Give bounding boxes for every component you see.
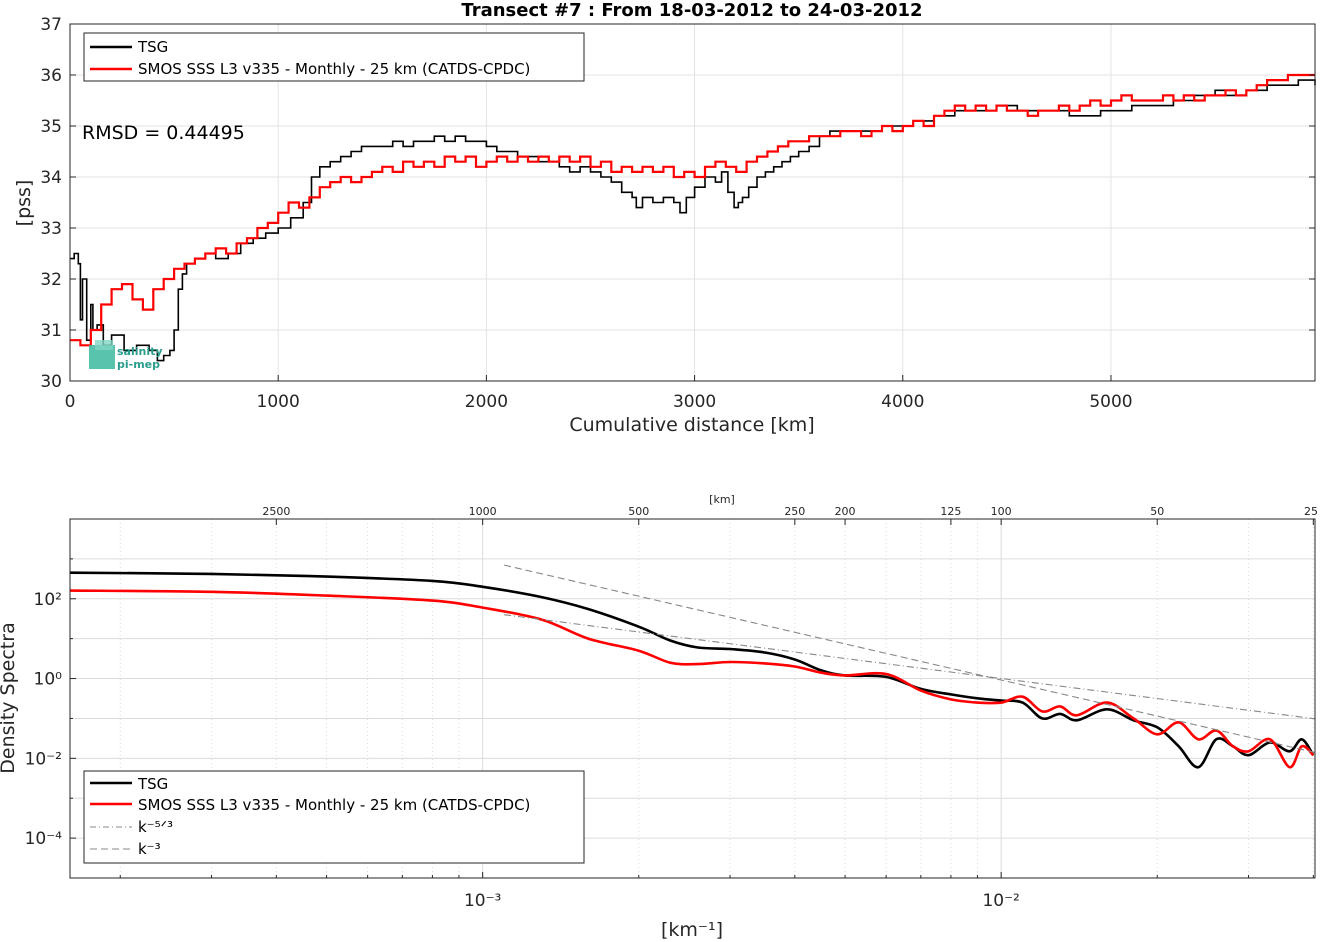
bottom-legend-label-tsg: TSG	[137, 775, 168, 793]
top-ticks: 0 1000 2000 3000 4000 5000 30 31 32 33 34 35 36 37	[40, 15, 1315, 412]
bottom-top-tick-label: 1000	[469, 505, 497, 518]
bottom-series-tsg-line	[69, 571, 1315, 769]
bottom-x-tick-label: 10⁻²	[982, 891, 1019, 911]
bottom-top-tick-label: 200	[835, 505, 856, 518]
bottom-legend-label-k3: k⁻³	[138, 840, 161, 858]
top-x-tick-label: 2000	[465, 392, 508, 412]
bottom-y-tick-label: 10⁻²	[25, 749, 62, 769]
top-legend: TSG SMOS SSS L3 v335 - Monthly - 25 km (…	[83, 32, 585, 82]
bottom-top-tick-label: 250	[784, 505, 805, 518]
top-y-tick-label: 30	[40, 372, 62, 392]
top-legend-label-tsg: TSG	[137, 38, 168, 56]
bottom-top-tick-label: 100	[991, 505, 1012, 518]
top-plot-frame	[69, 23, 1316, 382]
bottom-legend-label-k53: k⁻⁵ᐟ³	[138, 818, 173, 836]
bottom-top-axis-label: [km]	[709, 493, 735, 506]
bottom-y-axis-label: Density Spectra	[0, 622, 19, 773]
bottom-top-tick-label: 500	[628, 505, 649, 518]
density-spectra-chart: 10⁻³ 10⁻² 10⁻⁴ 10⁻² 10⁰ 10² 2500 1000 500 250 200 1…	[0, 493, 1318, 941]
top-y-tick-label: 34	[40, 168, 62, 188]
bottom-ticks: 10⁻³ 10⁻² 10⁻⁴ 10⁻² 10⁰ 10² 2500 1000 500 250 200 1…	[25, 505, 1318, 911]
bottom-legend-box	[83, 770, 585, 864]
bottom-series-k3-line	[503, 564, 1316, 754]
bottom-legend-label-smos: SMOS SSS L3 v335 - Monthly - 25 km (CATD…	[138, 796, 530, 814]
top-x-tick-label: 3000	[673, 392, 716, 412]
top-x-axis-label: Cumulative distance [km]	[569, 414, 814, 436]
bottom-legend: TSG SMOS SSS L3 v335 - Monthly - 25 km (…	[83, 770, 585, 864]
top-x-tick-label: 4000	[881, 392, 924, 412]
bottom-top-tick-label: 50	[1150, 505, 1164, 518]
bottom-plot-frame	[69, 518, 1316, 879]
bottom-x-tick-label: 10⁻³	[464, 891, 501, 911]
top-y-tick-label: 35	[40, 117, 62, 137]
top-y-axis-label: [pss]	[13, 180, 35, 227]
top-plot-area	[70, 24, 1315, 381]
rmsd-annotation: RMSD = 0.44495	[82, 122, 245, 144]
logo-text-line1: salinity	[117, 345, 163, 358]
bottom-series	[69, 564, 1316, 769]
top-x-tick-label: 0	[65, 392, 76, 412]
top-legend-label-smos: SMOS SSS L3 v335 - Monthly - 25 km (CATD…	[138, 60, 530, 78]
top-y-tick-label: 37	[40, 15, 62, 35]
top-y-tick-label: 31	[40, 321, 62, 341]
top-y-tick-label: 36	[40, 66, 62, 86]
top-series-smos-line	[70, 73, 1315, 347]
top-y-tick-label: 33	[40, 219, 62, 239]
top-x-tick-label: 1000	[257, 392, 300, 412]
bottom-x-axis-label: [km⁻¹]	[661, 919, 723, 941]
logo-text-line2: pi-mep	[117, 358, 160, 371]
top-y-tick-label: 32	[40, 270, 62, 290]
bottom-series-smos-line	[69, 589, 1315, 769]
bottom-top-tick-label: 125	[940, 505, 961, 518]
top-legend-box	[83, 32, 585, 82]
bottom-top-tick-label: 25	[1304, 505, 1318, 518]
salinity-pimep-logo: salinity pi-mep	[89, 340, 163, 371]
bottom-y-tick-label: 10⁻⁴	[25, 829, 63, 849]
top-series	[70, 73, 1316, 362]
bottom-top-tick-label: 2500	[262, 505, 290, 518]
bottom-y-tick-label: 10²	[34, 590, 62, 610]
top-series-tsg-line	[70, 79, 1316, 362]
bottom-y-tick-label: 10⁰	[34, 670, 63, 690]
bottom-series-k53-line	[504, 614, 1316, 720]
salinity-transect-chart: 0 1000 2000 3000 4000 5000 30 31 32 33 34 35 36 37 Tr…	[13, 0, 1316, 436]
top-x-tick-label: 5000	[1089, 392, 1132, 412]
top-chart-title: Transect #7 : From 18-03-2012 to 24-03-2…	[461, 0, 922, 21]
